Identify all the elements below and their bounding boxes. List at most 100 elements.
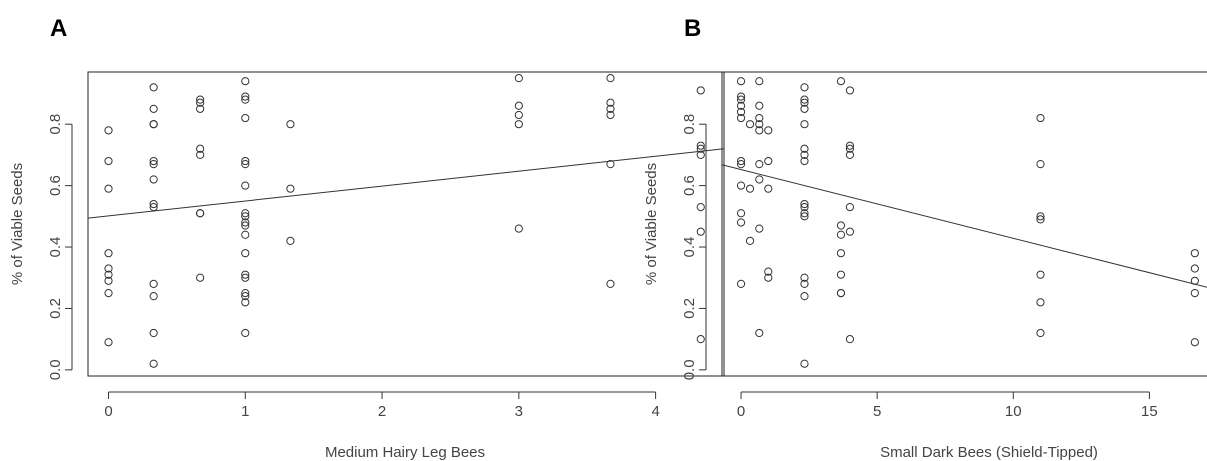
data-point — [149, 175, 158, 184]
data-point — [149, 160, 158, 169]
data-point — [800, 212, 809, 221]
data-point — [1036, 113, 1045, 123]
data-point — [764, 126, 773, 135]
data-point — [800, 359, 809, 368]
data-point — [800, 199, 809, 209]
plot-frame — [721, 71, 1207, 377]
data-point — [736, 156, 746, 166]
y-tick-label: 0.4 — [47, 237, 64, 258]
data-point — [736, 113, 746, 123]
data-point — [104, 126, 113, 135]
data-point — [196, 95, 205, 104]
data-point — [241, 212, 250, 221]
data-point — [800, 150, 809, 160]
data-point — [800, 273, 809, 282]
y-tick-label: 0.0 — [681, 359, 698, 380]
data-point — [755, 126, 764, 135]
data-point — [149, 199, 158, 209]
data-point — [736, 160, 746, 169]
data-point — [764, 156, 773, 166]
data-point — [736, 95, 746, 104]
data-point — [104, 270, 113, 279]
regression-line — [721, 164, 1207, 288]
data-point — [1036, 328, 1045, 338]
data-point — [241, 209, 250, 218]
data-point — [800, 279, 809, 288]
data-point — [745, 120, 755, 129]
data-point — [1190, 288, 1199, 298]
data-point — [736, 101, 746, 110]
data-point — [845, 144, 855, 153]
data-point — [196, 98, 205, 107]
data-point — [286, 236, 295, 245]
data-point — [745, 236, 755, 245]
data-point — [736, 218, 746, 227]
data-point — [104, 276, 113, 285]
x-tick-label: 0 — [737, 403, 745, 420]
data-point — [241, 328, 250, 338]
data-point — [104, 249, 113, 258]
data-point — [696, 141, 705, 150]
data-point — [241, 156, 250, 166]
data-point — [800, 144, 809, 153]
data-point — [514, 74, 523, 83]
data-point — [1036, 270, 1045, 279]
data-point — [800, 209, 809, 218]
x-tick-label: 15 — [1141, 403, 1158, 420]
x-tick-label: 4 — [651, 403, 659, 420]
data-point — [606, 104, 615, 113]
data-point — [149, 328, 158, 338]
data-point — [800, 95, 809, 104]
data-point — [836, 230, 846, 239]
data-point — [845, 335, 855, 344]
data-point — [241, 273, 250, 282]
data-point — [104, 156, 113, 166]
data-point — [800, 83, 809, 92]
data-point — [606, 160, 615, 169]
data-point — [149, 83, 158, 92]
panel-a: A Medium Hairy Leg Bees % of Viable Seed… — [9, 15, 725, 461]
data-point — [800, 203, 809, 212]
x-tick-label: 2 — [378, 403, 386, 420]
y-tick-label: 0.8 — [681, 114, 698, 135]
x-tick-label: 3 — [515, 403, 523, 420]
data-point — [196, 144, 205, 153]
data-point — [149, 203, 158, 212]
data-point — [1036, 298, 1045, 307]
data-point — [286, 120, 295, 129]
data-point — [241, 77, 250, 86]
data-point — [836, 221, 846, 230]
data-point — [196, 150, 205, 160]
data-point — [755, 160, 764, 169]
plot-frame — [87, 71, 725, 377]
data-point — [800, 98, 809, 107]
data-point — [755, 224, 764, 233]
data-point — [514, 110, 523, 120]
data-point — [845, 150, 855, 160]
data-point — [1036, 212, 1045, 221]
data-point — [845, 227, 855, 236]
y-tick-label: 0.2 — [681, 298, 698, 319]
data-point — [800, 156, 809, 166]
data-point — [149, 359, 158, 368]
data-point — [755, 328, 764, 338]
data-point — [755, 113, 764, 123]
data-point — [736, 107, 746, 117]
data-point — [736, 92, 746, 101]
panel-b: B Small Dark Bees (Shield-Tipped) % of V… — [643, 15, 1207, 461]
data-point — [755, 77, 764, 86]
data-point — [606, 98, 615, 107]
data-point — [149, 104, 158, 113]
data-point — [696, 86, 705, 95]
data-point — [104, 338, 113, 347]
data-point — [800, 292, 809, 301]
data-point — [836, 288, 846, 298]
x-axis-title: Medium Hairy Leg Bees — [325, 444, 485, 461]
data-point — [764, 267, 773, 276]
data-point — [606, 279, 615, 288]
data-point — [241, 181, 250, 190]
data-point — [149, 120, 158, 129]
y-tick-label: 0.0 — [47, 359, 64, 380]
data-point — [241, 288, 250, 298]
